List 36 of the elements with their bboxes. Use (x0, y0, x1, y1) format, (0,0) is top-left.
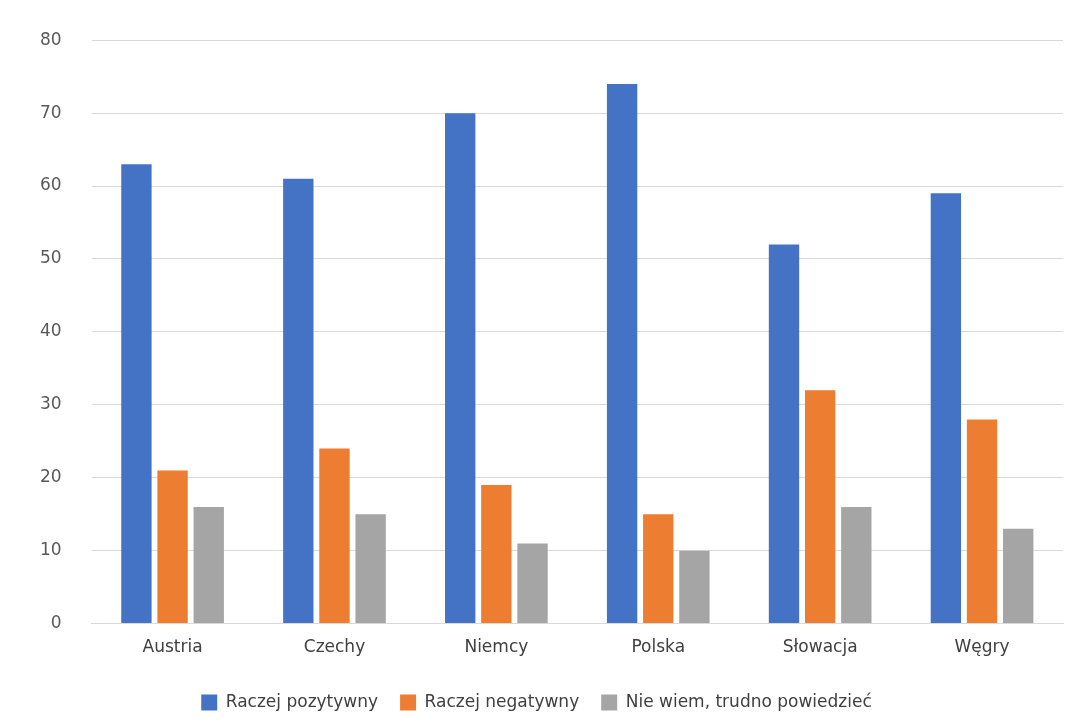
legend-label: Nie wiem, trudno powiedzieć (625, 690, 872, 711)
y-tick-label: 0 (50, 612, 62, 633)
y-tick-label: 70 (39, 101, 62, 122)
bar (517, 543, 548, 624)
y-tick-label: 30 (39, 393, 62, 414)
bar (930, 193, 962, 624)
bar (1003, 528, 1034, 624)
bar (804, 390, 836, 624)
x-tick-label: Niemcy (464, 636, 529, 657)
bar (768, 244, 800, 624)
bar (841, 506, 872, 624)
bar (643, 514, 674, 624)
y-tick-label: 20 (39, 466, 62, 487)
bar (606, 83, 638, 624)
y-tick-label: 50 (39, 247, 62, 268)
bar (193, 506, 224, 624)
y-tick-label: 40 (39, 320, 62, 341)
bar (679, 550, 710, 624)
bar (319, 448, 350, 624)
x-tick-label: Słowacja (782, 636, 858, 657)
x-tick-label: Czechy (303, 636, 366, 657)
y-tick-label: 80 (39, 28, 62, 49)
bar (445, 113, 476, 624)
bar (966, 419, 998, 624)
x-tick-label: Austria (142, 636, 203, 657)
legend-label: Raczej pozytywny (225, 690, 379, 711)
x-tick-label: Węgry (954, 636, 1010, 657)
x-tick-label: Polska (631, 636, 686, 657)
bar (355, 514, 386, 624)
bar (121, 164, 152, 624)
bar (481, 485, 512, 624)
y-tick-label: 60 (39, 174, 62, 195)
bar (283, 178, 314, 624)
bar (157, 470, 188, 624)
y-tick-label: 10 (39, 539, 62, 560)
legend-label: Raczej negatywny (424, 690, 580, 711)
